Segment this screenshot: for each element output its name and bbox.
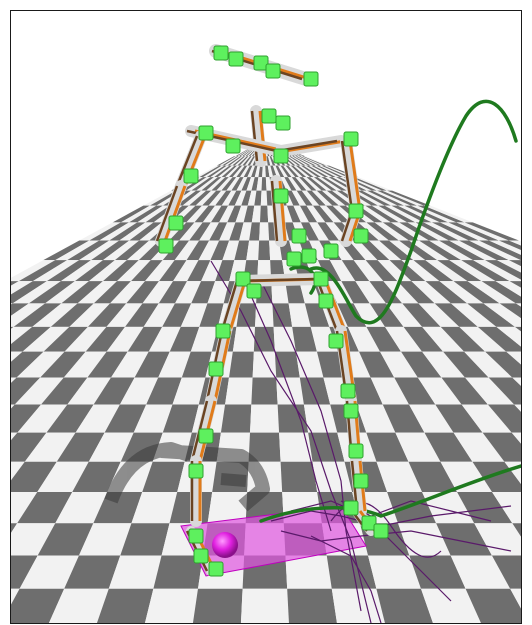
joint-marker[interactable] bbox=[216, 324, 230, 338]
floor-tile bbox=[193, 589, 243, 623]
floor-tile bbox=[274, 327, 296, 352]
joint-marker[interactable] bbox=[169, 216, 183, 230]
floor-tile bbox=[255, 303, 274, 327]
floor-tile bbox=[261, 177, 266, 190]
joint-marker[interactable] bbox=[319, 294, 333, 308]
joint-marker[interactable] bbox=[344, 501, 358, 515]
joint-marker[interactable] bbox=[159, 239, 173, 253]
viewport-frame bbox=[10, 10, 522, 624]
joint-marker[interactable] bbox=[349, 204, 363, 218]
floor-tile bbox=[275, 352, 300, 378]
floor-tile bbox=[262, 166, 266, 178]
joint-marker[interactable] bbox=[274, 189, 288, 203]
joint-marker[interactable] bbox=[209, 562, 223, 576]
joint-marker[interactable] bbox=[329, 334, 343, 348]
joint-marker[interactable] bbox=[354, 474, 368, 488]
joint-marker[interactable] bbox=[304, 72, 318, 86]
joint-marker[interactable] bbox=[324, 244, 338, 258]
joint-marker[interactable] bbox=[262, 109, 276, 123]
joint-marker[interactable] bbox=[302, 249, 316, 263]
floor-tile bbox=[229, 352, 254, 378]
joint-marker[interactable] bbox=[274, 149, 288, 163]
floor-tile bbox=[287, 589, 337, 623]
floor-tile bbox=[221, 404, 251, 432]
joint-marker[interactable] bbox=[276, 116, 290, 130]
contact-ball bbox=[212, 532, 238, 558]
joint-marker[interactable] bbox=[189, 464, 203, 478]
joint-marker[interactable] bbox=[354, 229, 368, 243]
joint-marker[interactable] bbox=[199, 126, 213, 140]
joint-marker[interactable] bbox=[292, 229, 306, 243]
joint-marker[interactable] bbox=[184, 169, 198, 183]
floor-tile bbox=[241, 589, 289, 623]
joint-marker[interactable] bbox=[374, 524, 388, 538]
floor-tile bbox=[250, 404, 279, 432]
floor-tile bbox=[259, 222, 269, 240]
joint-marker[interactable] bbox=[344, 404, 358, 418]
joint-marker[interactable] bbox=[247, 284, 261, 298]
floor-tile bbox=[254, 327, 275, 352]
joint-marker[interactable] bbox=[229, 52, 243, 66]
joint-marker[interactable] bbox=[226, 139, 240, 153]
joint-marker[interactable] bbox=[214, 46, 228, 60]
floor-tile bbox=[281, 462, 318, 492]
joint-marker[interactable] bbox=[344, 132, 358, 146]
joint-marker[interactable] bbox=[199, 429, 213, 443]
3d-viewport[interactable] bbox=[11, 11, 521, 623]
floor-tile bbox=[233, 327, 255, 352]
joint-marker[interactable] bbox=[194, 549, 208, 563]
floor-tile bbox=[260, 206, 268, 223]
joint-marker[interactable] bbox=[209, 362, 223, 376]
floor-tile bbox=[278, 404, 309, 432]
joint-marker[interactable] bbox=[266, 64, 280, 78]
joint-marker[interactable] bbox=[189, 529, 203, 543]
joint-marker[interactable] bbox=[287, 252, 301, 266]
floor-tile bbox=[225, 377, 253, 404]
floor-tile bbox=[258, 241, 270, 261]
floor-tile bbox=[251, 377, 277, 404]
floor-tile bbox=[285, 556, 331, 589]
joint-marker[interactable] bbox=[341, 384, 355, 398]
joint-marker[interactable] bbox=[314, 272, 328, 286]
joint-marker[interactable] bbox=[349, 444, 363, 458]
floor-tile bbox=[261, 191, 268, 206]
floor-tile bbox=[145, 589, 198, 623]
